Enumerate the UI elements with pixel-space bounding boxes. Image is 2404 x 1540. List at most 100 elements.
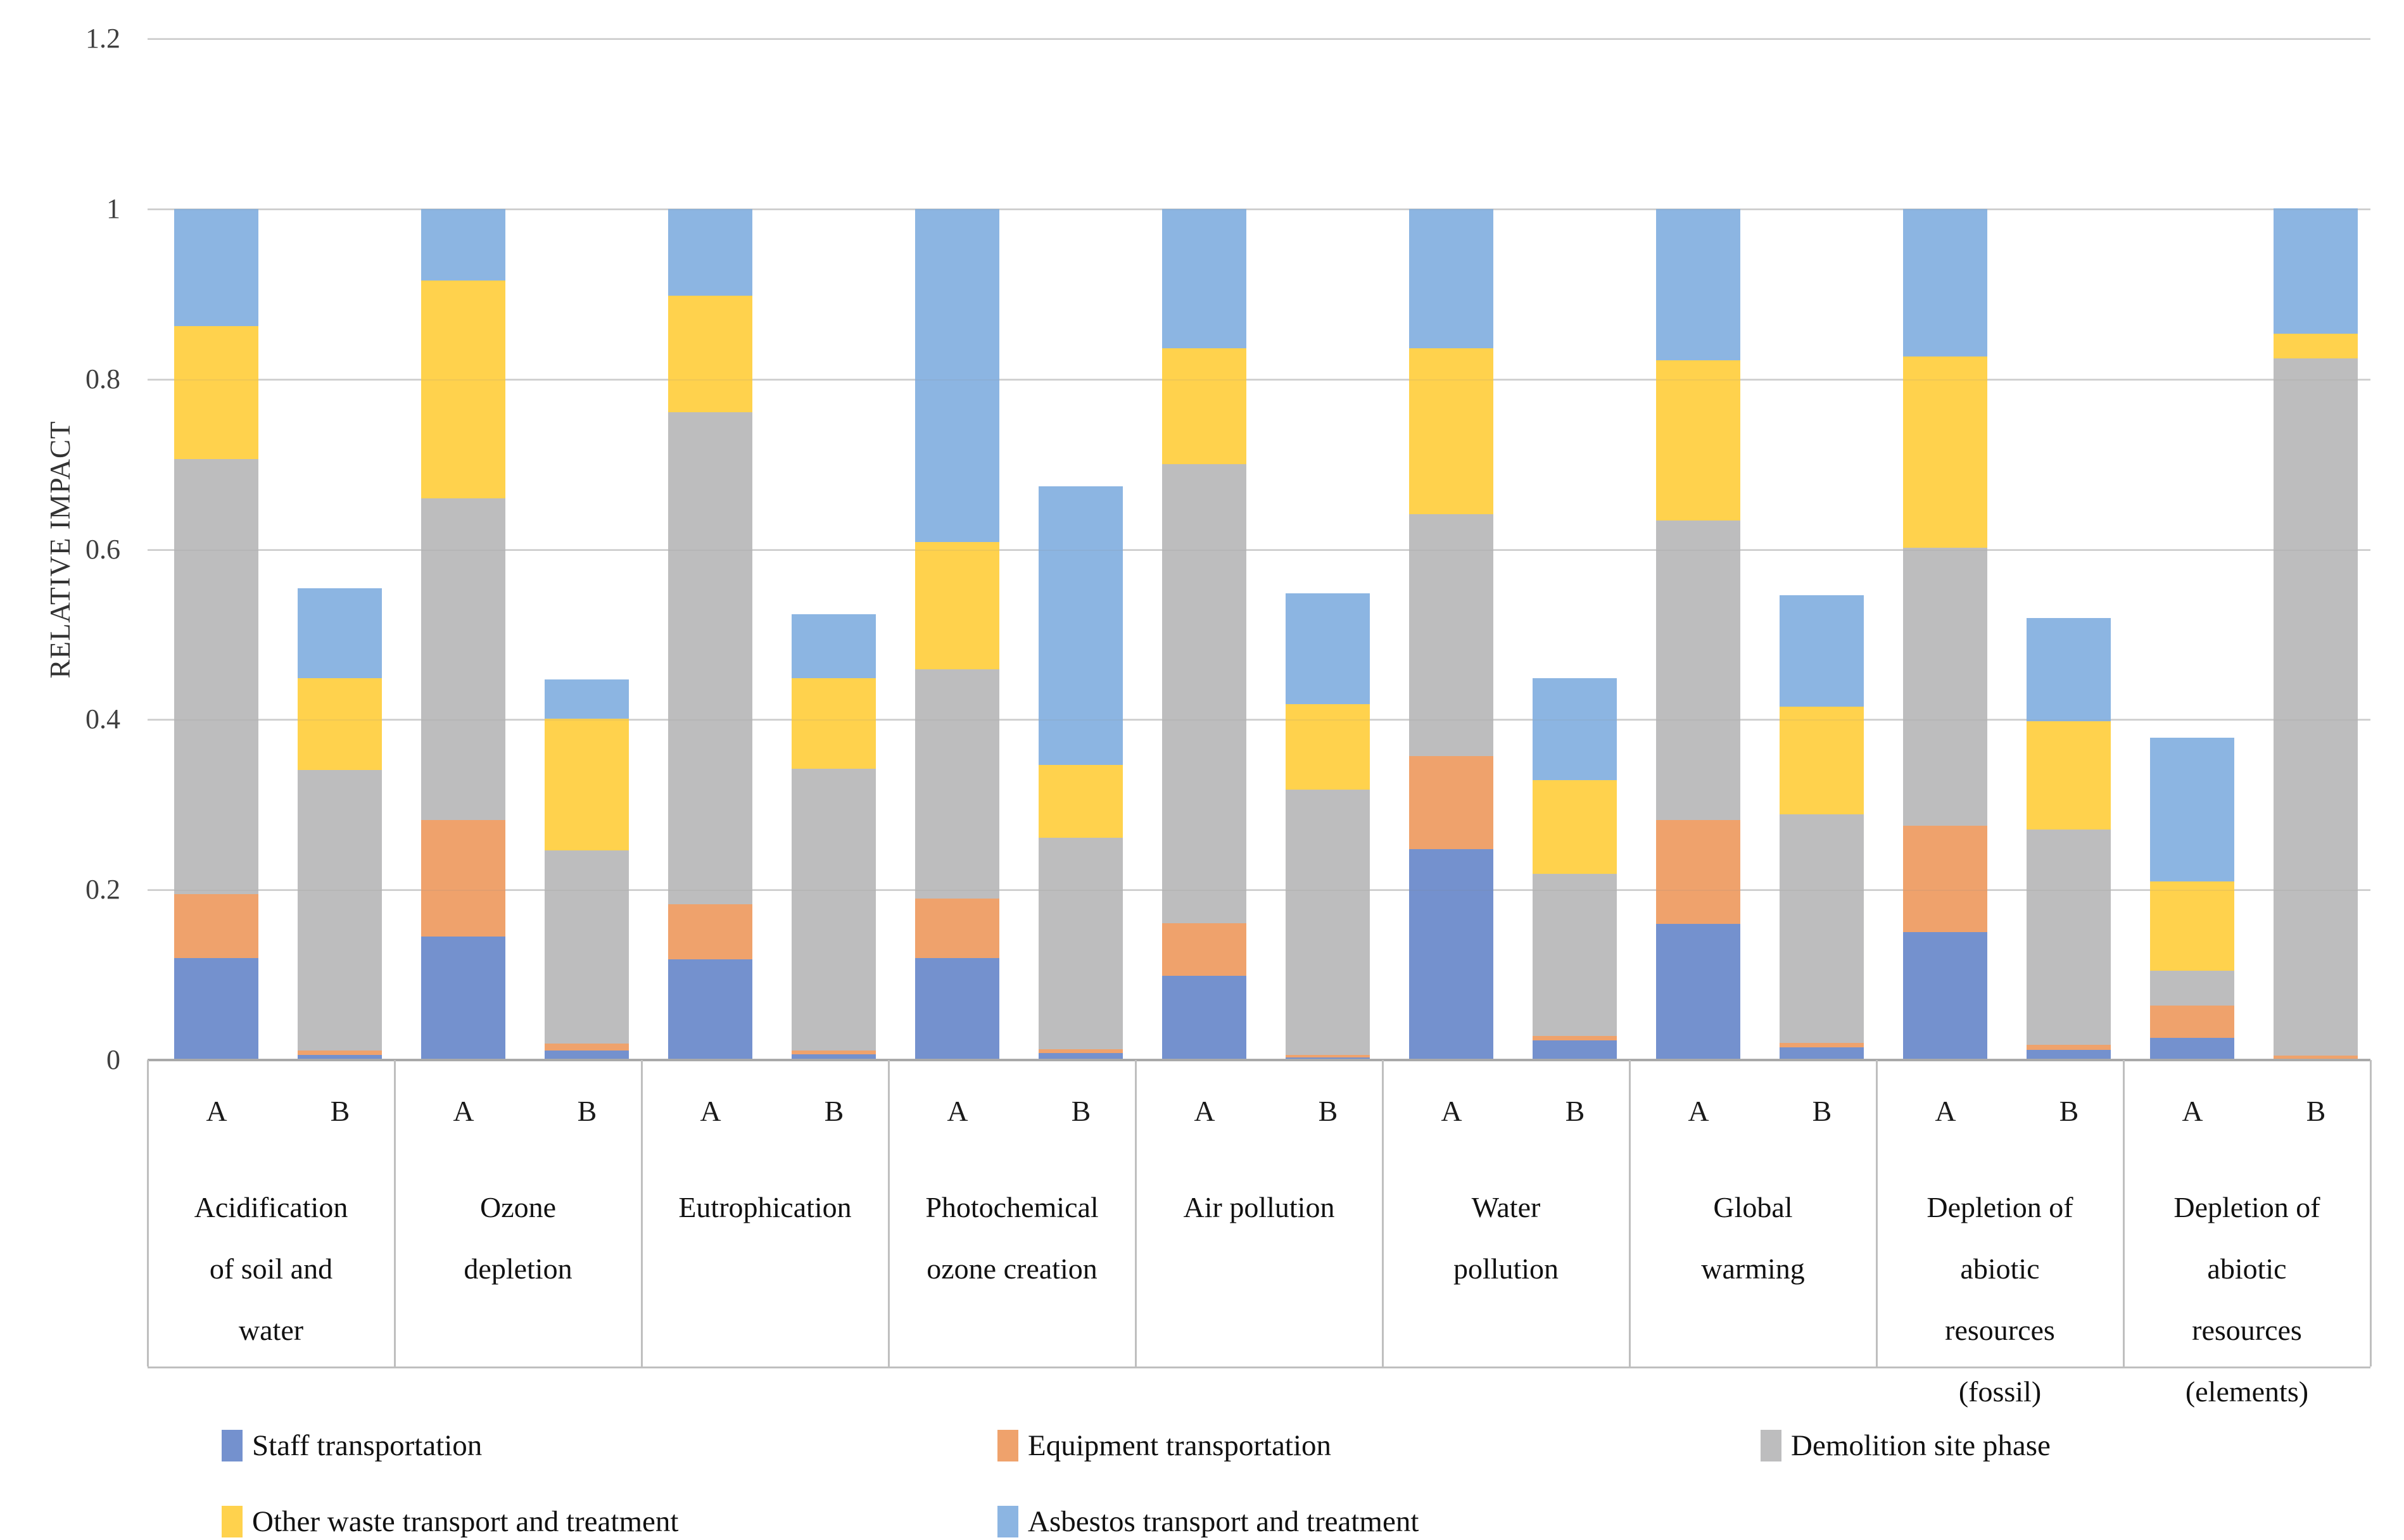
bar-segment-b-asbestos-transport-and-treatment — [1286, 593, 1370, 705]
bar-segment-a-staff-transportation — [174, 957, 258, 1060]
bar-sublabel-b: B — [2306, 1095, 2326, 1127]
bar-segment-a-equipment-transportation — [2150, 1005, 2234, 1038]
bar-segment-a-asbestos-transport-and-treatment — [1656, 209, 1740, 361]
bar-segment-a-equipment-transportation — [421, 819, 505, 937]
bar-segment-b-staff-transportation — [545, 1051, 629, 1060]
legend-swatch-other-waste-transport-and-treatment — [222, 1506, 243, 1537]
bar-segment-b-asbestos-transport-and-treatment — [2027, 618, 2111, 722]
bar-segment-b-asbestos-transport-and-treatment — [1533, 678, 1617, 780]
bar-segment-b-asbestos-transport-and-treatment — [545, 679, 629, 719]
bar-segment-b-staff-transportation — [2027, 1049, 2111, 1060]
bar-sublabel-b: B — [1565, 1095, 1585, 1127]
x-axis-line — [148, 1059, 2370, 1061]
gridline — [148, 378, 2370, 381]
bar-segment-b-demolition-site-phase — [2274, 358, 2358, 1056]
legend-label: Asbestos transport and treatment — [1028, 1505, 1419, 1538]
bar-sublabel-b: B — [577, 1095, 597, 1127]
category-separator — [2123, 1060, 2125, 1366]
bar-segment-b-other-waste-transport-and-treatment — [545, 719, 629, 851]
bar-segment-a-staff-transportation — [1656, 923, 1740, 1060]
bar-segment-b-equipment-transportation — [1533, 1036, 1617, 1041]
bar-segment-b-other-waste-transport-and-treatment — [1039, 764, 1123, 838]
bar-sublabel-b: B — [1071, 1095, 1091, 1127]
bar-segment-a-staff-transportation — [2150, 1038, 2234, 1060]
bar-segment-b-other-waste-transport-and-treatment — [792, 678, 876, 769]
bar-segment-a-staff-transportation — [915, 957, 999, 1060]
bar-segment-a-asbestos-transport-and-treatment — [421, 209, 505, 281]
bar-segment-b-other-waste-transport-and-treatment — [1533, 779, 1617, 874]
bar-segment-b-asbestos-transport-and-treatment — [298, 588, 382, 678]
category-separator — [2370, 1060, 2372, 1366]
legend-label: Demolition site phase — [1791, 1429, 2051, 1462]
bar-sublabel-a: A — [700, 1095, 721, 1127]
category-label: Water pollution — [1453, 1191, 1559, 1285]
bar-segment-a-staff-transportation — [1409, 849, 1493, 1060]
bar-segment-a-equipment-transportation — [1656, 819, 1740, 924]
bar-segment-a-equipment-transportation — [1903, 826, 1987, 933]
bar-segment-a-demolition-site-phase — [2150, 970, 2234, 1006]
bar-sublabel-b: B — [2059, 1095, 2079, 1127]
bar-sublabel-b: B — [330, 1095, 350, 1127]
bar-segment-a-demolition-site-phase — [174, 459, 258, 894]
legend-swatch-staff-transportation — [222, 1430, 243, 1461]
bar-segment-b-asbestos-transport-and-treatment — [792, 614, 876, 678]
bar-segment-b-other-waste-transport-and-treatment — [2027, 721, 2111, 830]
bar-segment-a-other-waste-transport-and-treatment — [915, 541, 999, 670]
bar-segment-a-other-waste-transport-and-treatment — [668, 296, 752, 413]
legend-swatch-asbestos-transport-and-treatment — [997, 1506, 1018, 1537]
category-separator — [1876, 1060, 1878, 1366]
gridline — [148, 889, 2370, 892]
category-separator — [394, 1060, 396, 1366]
bar-segment-b-asbestos-transport-and-treatment — [1780, 595, 1864, 707]
category-label: Photochemical ozone creation — [925, 1191, 1099, 1285]
bar-sublabel-a: A — [1688, 1095, 1709, 1127]
category-label: Global warming — [1701, 1191, 1805, 1285]
bar-sublabel-a: A — [1935, 1095, 1956, 1127]
category-separator — [1382, 1060, 1384, 1366]
legend-swatch-demolition-site-phase — [1761, 1430, 1781, 1461]
gridline — [148, 719, 2370, 721]
y-tick-label: 1.2 — [85, 23, 120, 54]
bar-segment-b-other-waste-transport-and-treatment — [298, 678, 382, 770]
bar-segment-a-staff-transportation — [668, 959, 752, 1060]
legend-swatch-equipment-transportation — [997, 1430, 1018, 1461]
bar-segment-b-equipment-transportation — [1039, 1049, 1123, 1054]
bar-segment-b-demolition-site-phase — [1286, 789, 1370, 1055]
y-tick-label: 0.6 — [85, 533, 120, 565]
bar-segment-a-other-waste-transport-and-treatment — [421, 280, 505, 498]
legend-item: Equipment transportation — [997, 1427, 1331, 1464]
bar-segment-a-other-waste-transport-and-treatment — [2150, 881, 2234, 971]
category-label: Acidification of soil and water — [194, 1191, 348, 1346]
bar-segment-a-staff-transportation — [1903, 932, 1987, 1060]
bar-segment-a-demolition-site-phase — [1162, 464, 1246, 923]
legend-label: Equipment transportation — [1028, 1429, 1332, 1462]
bar-segment-b-staff-transportation — [1039, 1053, 1123, 1060]
bar-segment-a-staff-transportation — [421, 937, 505, 1060]
bar-segment-a-other-waste-transport-and-treatment — [174, 326, 258, 460]
category-label: Air pollution — [1183, 1191, 1335, 1223]
legend-label: Staff transportation — [252, 1429, 483, 1462]
bar-segment-a-asbestos-transport-and-treatment — [668, 209, 752, 296]
bar-segment-b-staff-transportation — [1533, 1040, 1617, 1060]
bar-segment-a-equipment-transportation — [915, 898, 999, 958]
bar-segment-a-staff-transportation — [1162, 975, 1246, 1060]
bar-sublabel-b: B — [824, 1095, 844, 1127]
bar-segment-a-demolition-site-phase — [915, 669, 999, 899]
bar-segment-b-demolition-site-phase — [2027, 829, 2111, 1045]
gridline — [148, 548, 2370, 551]
bar-segment-a-asbestos-transport-and-treatment — [1903, 209, 1987, 357]
category-label: Depletion of abiotic resources (elements) — [2173, 1191, 2320, 1408]
category-separator — [1629, 1060, 1631, 1366]
y-tick-label: 1 — [106, 193, 120, 224]
bar-segment-b-equipment-transportation — [792, 1051, 876, 1054]
y-tick-label: 0.8 — [85, 363, 120, 394]
category-separator — [641, 1060, 643, 1366]
gridline — [148, 208, 2370, 210]
bar-sublabel-a: A — [1441, 1095, 1462, 1127]
bar-segment-b-equipment-transportation — [2027, 1044, 2111, 1050]
bar-segment-a-asbestos-transport-and-treatment — [1409, 209, 1493, 349]
bar-segment-b-demolition-site-phase — [298, 769, 382, 1051]
y-tick-label: 0.2 — [85, 874, 120, 906]
bar-segment-b-demolition-site-phase — [1039, 838, 1123, 1049]
